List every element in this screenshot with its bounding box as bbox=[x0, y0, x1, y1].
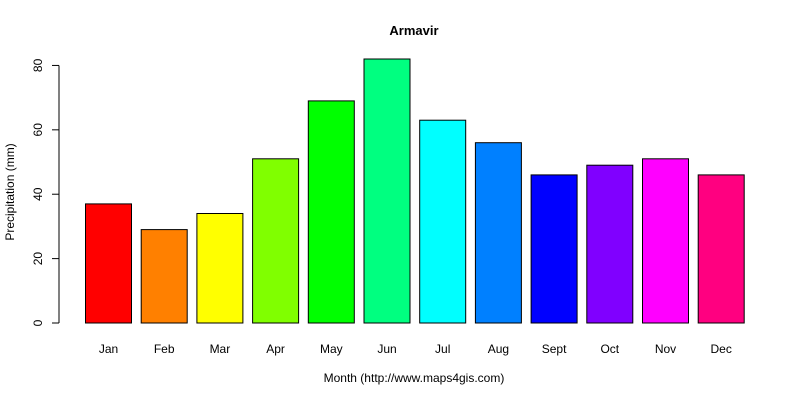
x-axis-labels: Jan Feb Mar Apr May Jun Jul Aug Sept Oct Nov Dec bbox=[99, 342, 732, 356]
x-tick-label: Jul bbox=[435, 342, 450, 356]
x-tick-label: Nov bbox=[655, 342, 676, 356]
y-axis-label: Precipitation (mm) bbox=[3, 143, 17, 240]
bar-oct bbox=[586, 164, 634, 324]
x-tick-label: Sept bbox=[542, 342, 567, 356]
y-tick-label: 40 bbox=[31, 187, 45, 201]
chart-title: Armavir bbox=[389, 23, 438, 38]
bar-dec bbox=[697, 174, 745, 324]
x-tick-label: Apr bbox=[266, 342, 285, 356]
bar-aug bbox=[474, 142, 522, 324]
y-tick-label: 80 bbox=[31, 58, 45, 72]
y-tick-label: 0 bbox=[31, 319, 45, 326]
x-tick-label: Oct bbox=[600, 342, 619, 356]
bar-nov bbox=[642, 158, 689, 324]
bar-jan bbox=[85, 203, 132, 324]
x-tick-label: Feb bbox=[154, 342, 175, 356]
bar-apr bbox=[252, 158, 300, 324]
bar-jun bbox=[363, 58, 411, 324]
y-tick-label: 60 bbox=[31, 123, 45, 137]
x-tick-label: Jun bbox=[377, 342, 396, 356]
x-tick-label: Jan bbox=[99, 342, 118, 356]
x-tick-label: May bbox=[320, 342, 343, 356]
x-tick-label: Mar bbox=[210, 342, 231, 356]
bar-may bbox=[307, 100, 355, 324]
bar-feb bbox=[140, 229, 188, 324]
bar-sept bbox=[530, 174, 578, 324]
y-tick-label: 20 bbox=[31, 252, 45, 266]
x-tick-label: Aug bbox=[488, 342, 509, 356]
bar-jul bbox=[419, 119, 467, 324]
x-tick-label: Dec bbox=[711, 342, 732, 356]
x-axis-label: Month (http://www.maps4gis.com) bbox=[324, 371, 505, 385]
bars-group bbox=[85, 58, 745, 324]
bar-mar bbox=[196, 213, 244, 324]
y-axis: 0 20 40 60 80 bbox=[31, 58, 60, 326]
